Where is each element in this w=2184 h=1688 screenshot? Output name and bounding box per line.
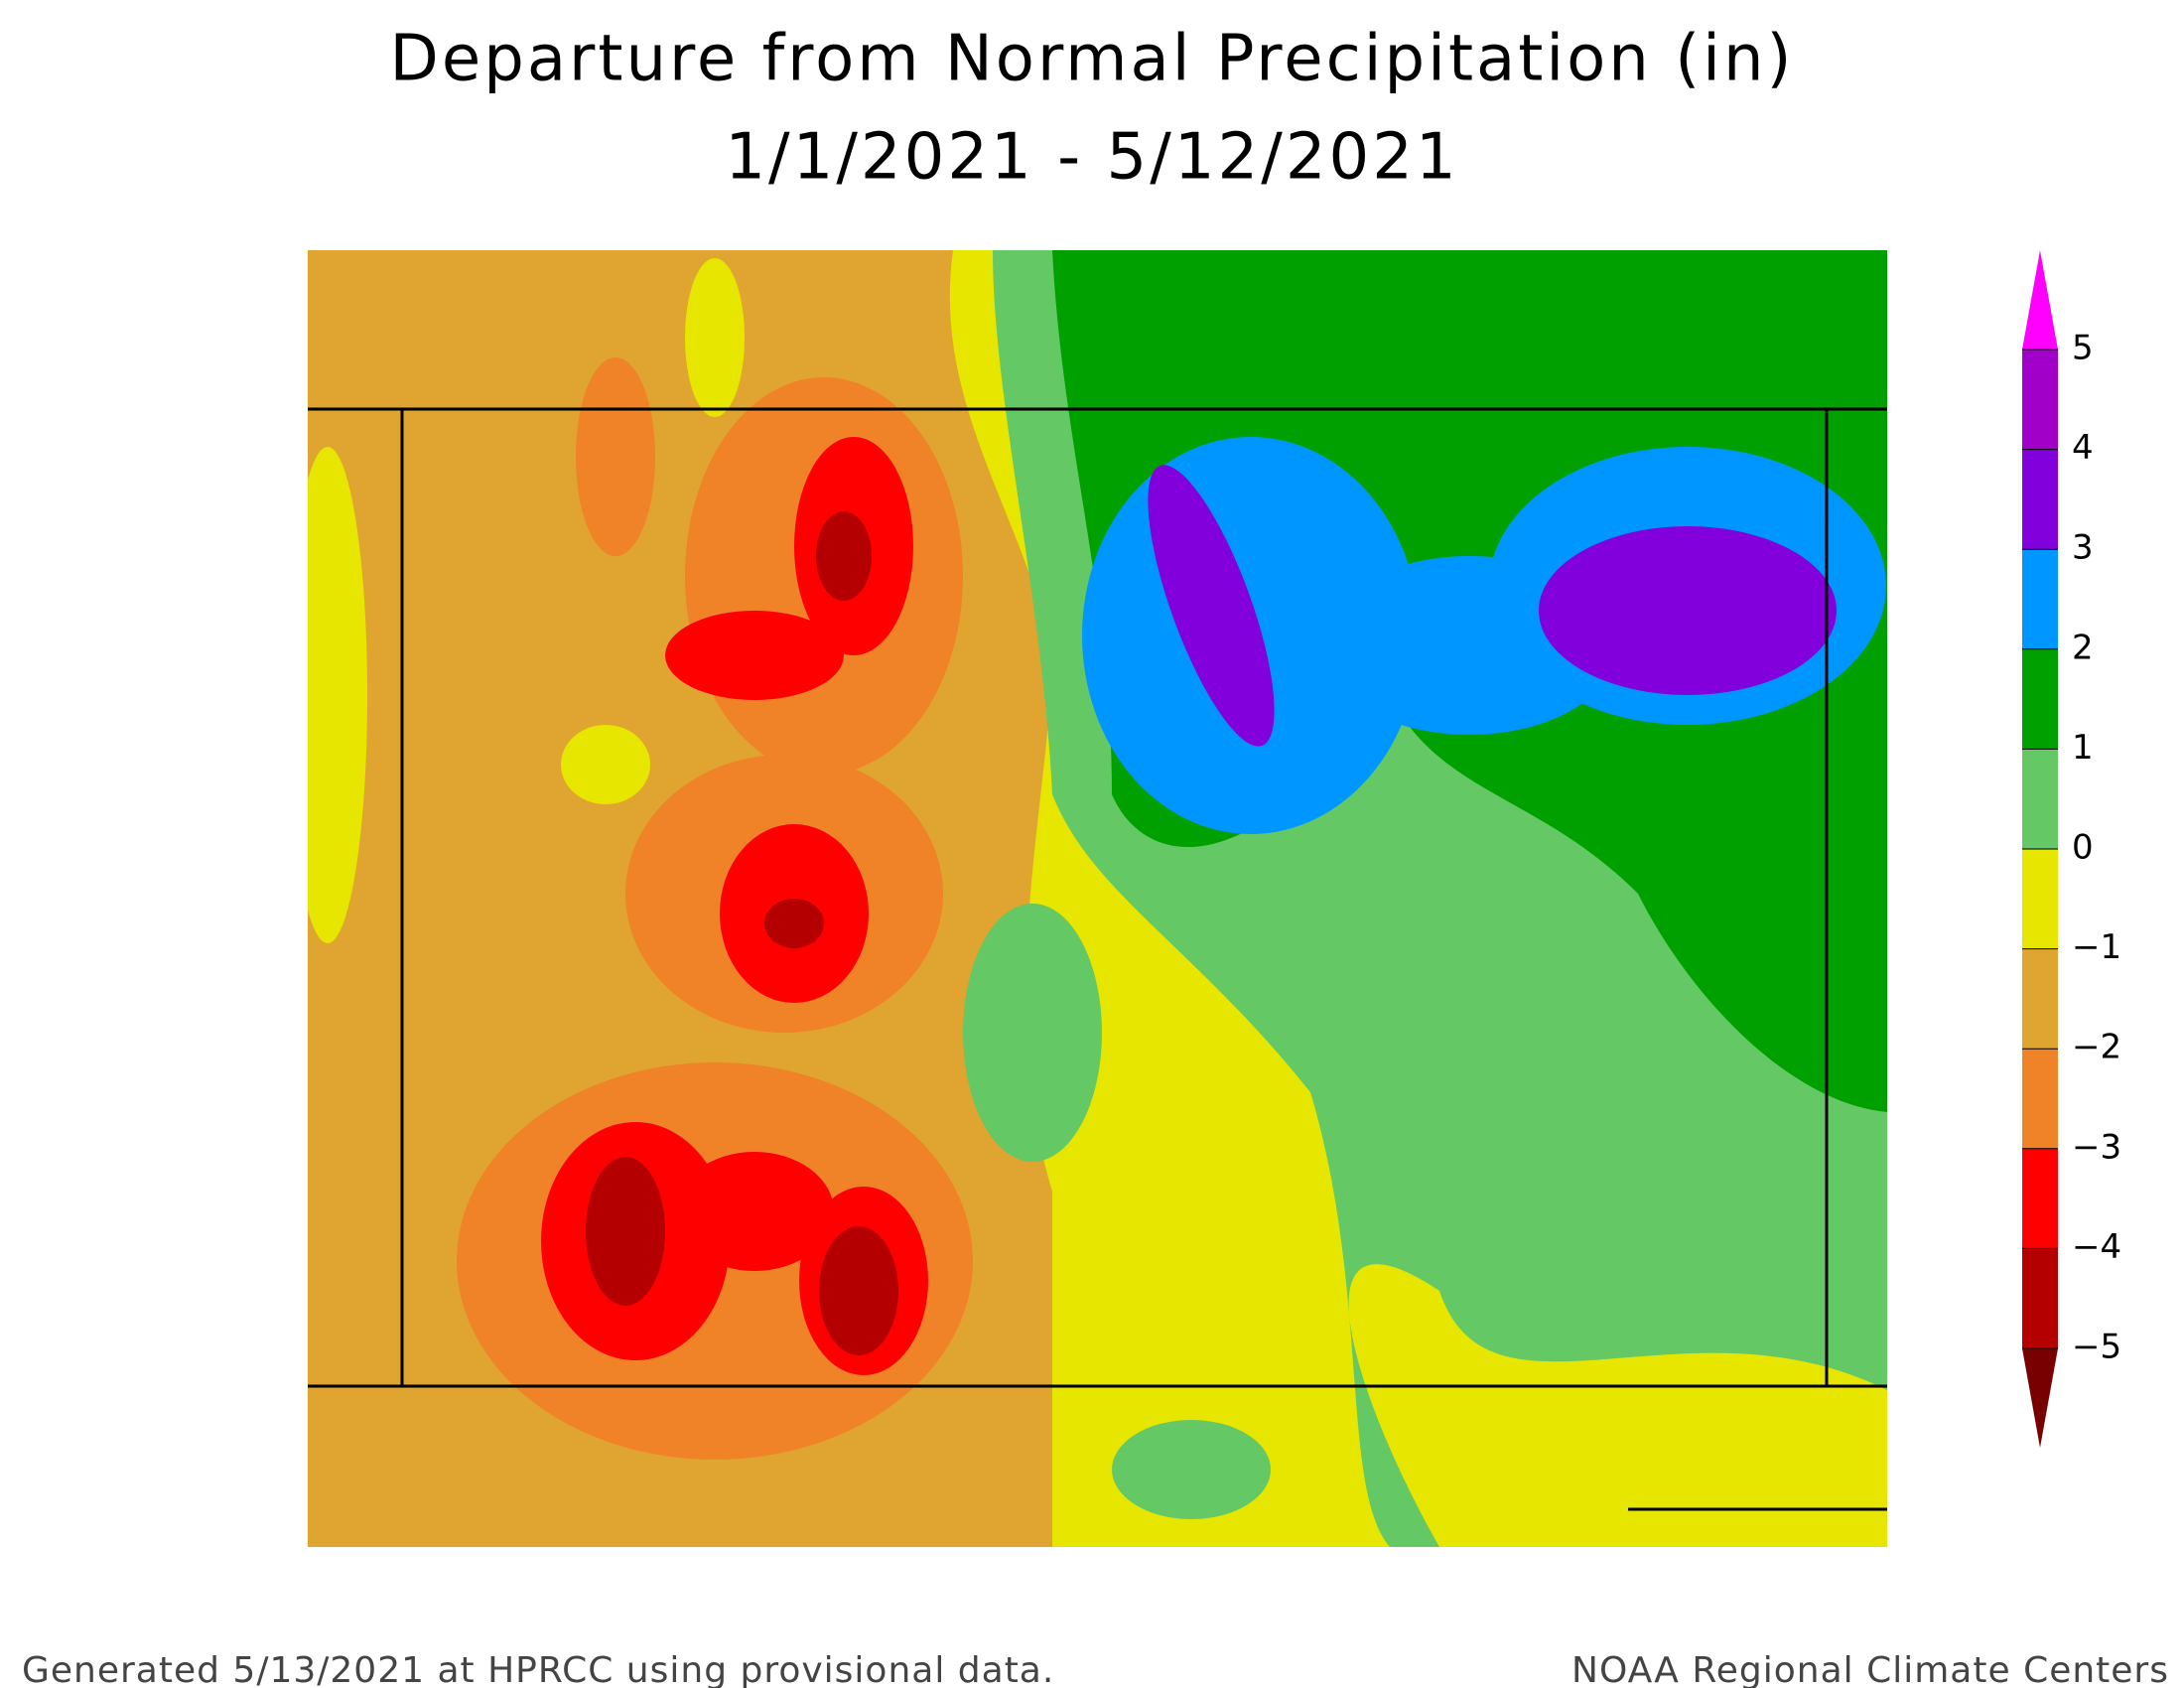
colorbar-label: −4 xyxy=(2072,1227,2121,1267)
colorbar-label: 0 xyxy=(2072,828,2094,868)
colorbar-label: 5 xyxy=(2072,329,2094,368)
colorbar-bin xyxy=(2022,849,2058,949)
colorbar: −5 −4 −3 −2 −1 0 1 2 3 4 5 xyxy=(2022,250,2121,1448)
colorbar-bin xyxy=(2022,648,2058,750)
colorbar-bin xyxy=(2022,1049,2058,1149)
colorbar-bin xyxy=(2022,449,2058,550)
colorbar-bin xyxy=(2022,350,2058,450)
colorbar-label: 1 xyxy=(2072,728,2094,768)
colorbar-bin xyxy=(2022,549,2058,649)
colorbar-label: −3 xyxy=(2072,1127,2121,1167)
colorbar-bin xyxy=(2022,948,2058,1050)
map-title: Departure from Normal Precipitation (in) xyxy=(390,23,1795,96)
colorbar-label: −5 xyxy=(2072,1328,2121,1367)
map xyxy=(308,250,1887,1547)
colorbar-bin xyxy=(2022,1148,2058,1249)
colorbar-bin xyxy=(2022,1248,2058,1348)
map-subtitle: 1/1/2021 - 5/12/2021 xyxy=(725,121,1458,195)
footer-right: NOAA Regional Climate Centers xyxy=(1571,1650,2169,1688)
footer-left: Generated 5/13/2021 at HPRCC using provi… xyxy=(22,1650,1054,1688)
colorbar-label: −2 xyxy=(2072,1028,2121,1067)
colorbar-label: −1 xyxy=(2072,927,2121,967)
colorbar-over xyxy=(2022,250,2058,350)
colorbar-bin xyxy=(2022,749,2058,849)
colorbar-label: 4 xyxy=(2072,428,2094,468)
colorbar-label: 3 xyxy=(2072,528,2094,568)
colorbar-label: 2 xyxy=(2072,628,2094,667)
colorbar-under xyxy=(2022,1348,2058,1448)
